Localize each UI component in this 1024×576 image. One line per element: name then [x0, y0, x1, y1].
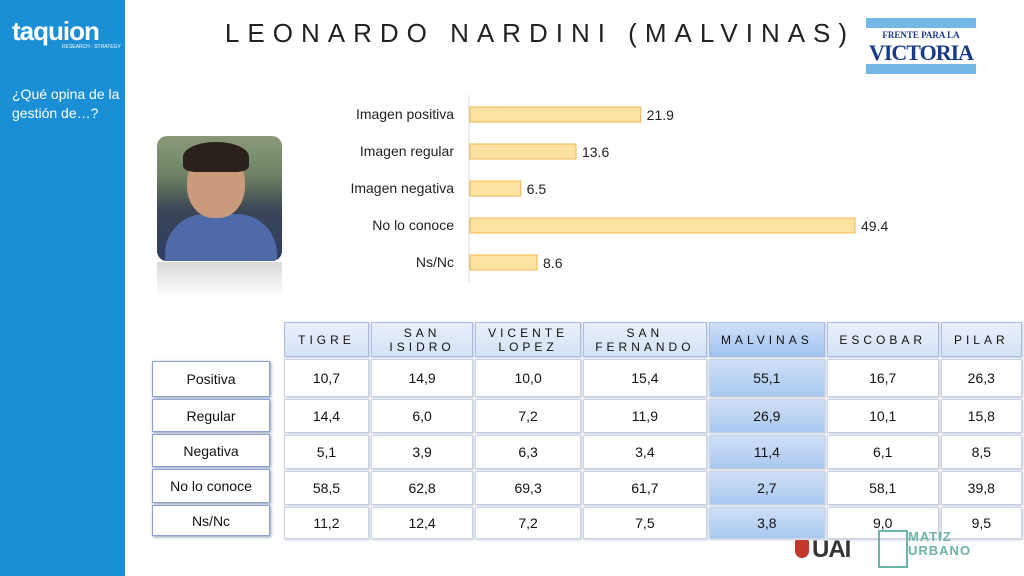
table-cell: 11,2 [284, 507, 369, 539]
table-cell: 6,1 [826, 435, 939, 469]
photo-shirt [165, 214, 277, 261]
table-cell: 5,1 [284, 435, 369, 469]
table-cell: 39,8 [940, 471, 1022, 505]
frente-para-la-victoria-logo: FRENTE PARA LA VICTORIA [866, 18, 976, 74]
column-header: SAN ISIDRO [370, 322, 474, 357]
table-row: 58,5 62,8 69,3 61,7 2,7 58,1 39,8 [284, 471, 1022, 505]
table-cell: 61,7 [582, 471, 707, 505]
matiz-line1: MATIZ [908, 529, 952, 544]
table-cell: 58,1 [826, 471, 939, 505]
taquion-logo-subtitle: RESEARCH · STRATEGY [62, 44, 121, 50]
column-header: VICENTE LOPEZ [475, 322, 581, 357]
table-row: 10,7 14,9 10,0 15,4 55,1 16,7 26,3 [284, 359, 1022, 397]
row-label-table: Positiva Regular Negativa No lo conoce Ns/Nc [150, 359, 272, 538]
logo-line1: FRENTE PARA LA [882, 30, 960, 40]
table-cell: 7,5 [582, 507, 707, 539]
value-label: 49.4 [861, 218, 888, 234]
uai-shield-icon [795, 540, 809, 558]
table-cell: 15,4 [582, 359, 707, 397]
bar [469, 143, 577, 160]
table-cell: 3,9 [370, 435, 474, 469]
table-cell: 9,5 [940, 507, 1022, 539]
bar [469, 217, 856, 234]
column-header: MALVINAS [708, 322, 825, 357]
table-cell: 26,3 [940, 359, 1022, 397]
matiz-line2: URBANO [908, 543, 972, 558]
bar-chart: Imagen positiva 21.9 Imagen regular 13.6 Ima… [350, 95, 888, 282]
table-row: 5,1 3,9 6,3 3,4 11,4 6,1 8,5 [284, 435, 1022, 469]
table-cell: 62,8 [370, 471, 474, 505]
table-cell: 26,9 [708, 399, 825, 433]
photo-reflection [157, 262, 282, 298]
category-label: No lo conoce [372, 217, 454, 233]
bar [469, 254, 538, 271]
category-label: Imagen positiva [356, 106, 454, 122]
bar [469, 106, 642, 123]
value-label: 21.9 [647, 107, 674, 123]
logo-line2: VICTORIA [868, 40, 974, 65]
table-cell: 12,4 [370, 507, 474, 539]
page-title: LEONARDO NARDINI (MALVINAS) [224, 18, 856, 48]
table-cell: 8,5 [940, 435, 1022, 469]
table-cell: 14,9 [370, 359, 474, 397]
table-cell: 10,7 [284, 359, 369, 397]
column-header: SAN FERNANDO [582, 322, 707, 357]
taquion-logo: taquion [12, 16, 100, 46]
category-label: Imagen regular [360, 143, 455, 159]
value-label: 6.5 [527, 181, 547, 197]
table-cell: 2,7 [708, 471, 825, 505]
table-cell: 15,8 [940, 399, 1022, 433]
table-cell: 14,4 [284, 399, 369, 433]
photo-hair [183, 142, 249, 172]
column-header: TIGRE [284, 322, 369, 357]
table-cell: 10,1 [826, 399, 939, 433]
question-text: ¿Qué opina de la gestión de…? [12, 86, 120, 121]
row-label: Regular [152, 399, 270, 432]
value-label: 13.6 [582, 144, 609, 160]
matiz-urbano-logo: MATIZ URBANO [908, 530, 971, 558]
table-cell: 69,3 [475, 471, 581, 505]
logo-white-band [866, 28, 976, 64]
table-cell: 7,2 [475, 507, 581, 539]
table-cell: 11,9 [582, 399, 707, 433]
table-cell: 6,0 [370, 399, 474, 433]
row-label: Ns/Nc [152, 505, 270, 536]
table-cell: 58,5 [284, 471, 369, 505]
bar [469, 180, 522, 197]
table-cell: 9,0 [826, 507, 939, 539]
category-label: Ns/Nc [416, 254, 454, 270]
row-label: Negativa [152, 434, 270, 467]
table-cell: 7,2 [475, 399, 581, 433]
table-cell: 10,0 [475, 359, 581, 397]
sidebar: taquion RESEARCH · STRATEGY ¿Qué opina d… [0, 0, 125, 576]
category-label: Imagen negativa [350, 180, 454, 196]
row-label: Positiva [152, 361, 270, 397]
candidate-photo [157, 136, 282, 261]
uai-logo: UAI [812, 536, 851, 563]
table-cell: 3,8 [708, 507, 825, 539]
column-header: ESCOBAR [826, 322, 939, 357]
row-label: No lo conoce [152, 469, 270, 503]
table-row: 14,4 6,0 7,2 11,9 26,9 10,1 15,8 [284, 399, 1022, 433]
table-row: 11,2 12,4 7,2 7,5 3,8 9,0 9,5 [284, 507, 1022, 539]
table-cell: 11,4 [708, 435, 825, 469]
matiz-urbano-icon [878, 530, 908, 568]
value-label: 8.6 [543, 255, 563, 271]
table-cell: 3,4 [582, 435, 707, 469]
table-cell: 55,1 [708, 359, 825, 397]
table-cell: 6,3 [475, 435, 581, 469]
municipality-table: TIGRE SAN ISIDRO VICENTE LOPEZ SAN FERNANDO… [282, 320, 1024, 541]
column-header: PILAR [940, 322, 1022, 357]
table-cell: 16,7 [826, 359, 939, 397]
